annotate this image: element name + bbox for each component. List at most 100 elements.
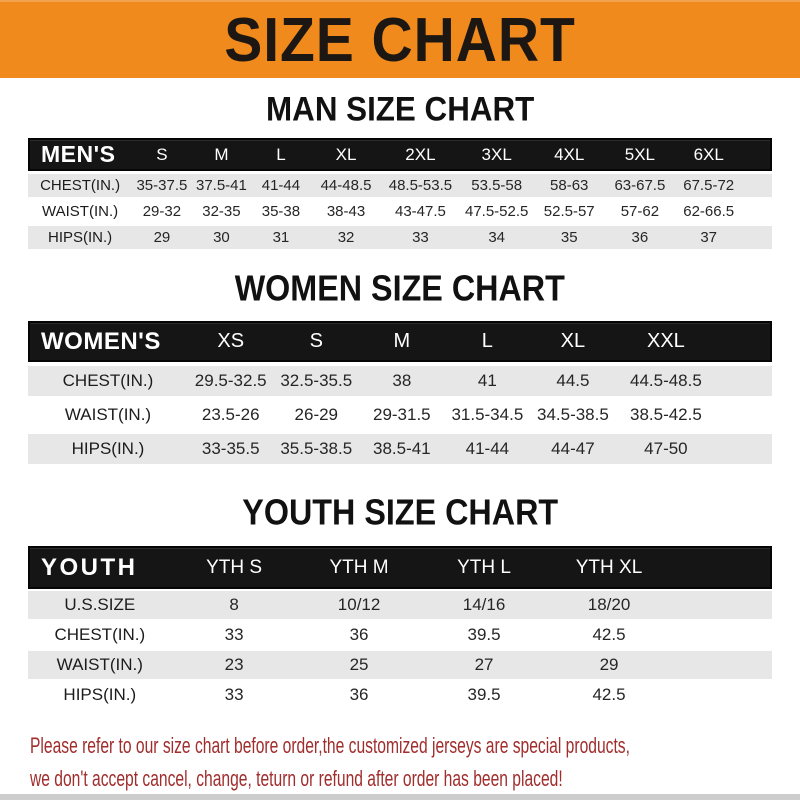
table-corner-label: MEN'S [41, 141, 116, 167]
table-cell: 42.5 [592, 685, 626, 704]
table-cell: 67.5-72 [683, 177, 735, 194]
table-cell: 36 [349, 625, 369, 644]
table-cell: 39.5 [467, 685, 501, 704]
table-cell: 29-32 [142, 203, 182, 220]
table-header-row: YOUTH YTH S YTH M YTH L YTH XL [28, 546, 772, 589]
table-cell: 33 [224, 625, 244, 644]
row-label: HIPS(IN.) [71, 439, 145, 458]
table-cell: 47-50 [644, 439, 688, 458]
youth-size-chart-section: YOUTH SIZE CHART YOUTH YTH S YTH M YTH L YTH… [0, 493, 800, 709]
table-cell: 63-67.5 [614, 177, 666, 194]
disclaimer-line-1: Please refer to our size chart before or… [30, 733, 630, 758]
table-cell: 38.5-42.5 [629, 405, 702, 424]
table-cell: 32.5-35.5 [280, 371, 353, 390]
column-header: L [276, 144, 286, 164]
table-cell: 62-66.5 [683, 203, 735, 220]
table-cell: 44-47 [551, 439, 595, 458]
table-cell: 29 [153, 229, 171, 246]
column-header: 3XL [481, 144, 512, 164]
column-header: 5XL [624, 144, 655, 164]
table-cell: 38 [392, 371, 412, 390]
table-cell: 35-37.5 [136, 177, 188, 194]
table-cell: 47.5-52.5 [464, 203, 529, 220]
column-header: XL [560, 330, 586, 352]
table-cell: 31 [272, 229, 290, 246]
column-header: L [481, 330, 493, 352]
table-cell: 39.5 [467, 625, 501, 644]
youth-size-table: YOUTH YTH S YTH M YTH L YTH XL U.S.SIZE 8 10/12… [28, 546, 772, 709]
table-cell: 29 [599, 655, 619, 674]
table-cell: 33-35.5 [201, 439, 260, 458]
man-section-heading-text: MAN SIZE CHART [265, 89, 535, 128]
table-cell: 57-62 [620, 203, 660, 220]
table-cell: 34 [488, 229, 506, 246]
men-size-table: MEN'S S M L XL 2XL 3XL 4XL 5XL 6XL CHEST(IN.) 35-37… [28, 138, 772, 249]
table-row: WAIST(IN.) 23 25 27 29 [28, 651, 772, 679]
table-row: WAIST(IN.) 29-32 32-35 35-38 38-43 43-47.5 47.… [28, 200, 772, 223]
table-cell: 35.5-38.5 [280, 439, 353, 458]
column-header: S [309, 330, 323, 352]
column-header: M [214, 144, 229, 164]
table-row: CHEST(IN.) 35-37.5 37.5-41 41-44 44-48.5 48.5… [28, 174, 772, 197]
column-header: 2XL [405, 144, 436, 164]
size-chart-title: SIZE CHART [224, 5, 576, 75]
table-cell: 41-44 [261, 177, 301, 194]
disclaimer-line-2: we don't accept cancel, change, teturn o… [30, 766, 563, 791]
size-chart-banner: SIZE CHART [0, 0, 800, 78]
table-row: HIPS(IN.) 33 36 39.5 42.5 [28, 681, 772, 709]
table-cell: 42.5 [592, 625, 626, 644]
table-cell: 33 [412, 229, 429, 246]
table-header-row: MEN'S S M L XL 2XL 3XL 4XL 5XL 6XL [28, 138, 772, 171]
column-header: XXL [647, 330, 685, 352]
women-section-heading: WOMEN SIZE CHART [0, 269, 800, 309]
table-cell: 18/20 [587, 595, 631, 614]
column-header: XS [217, 330, 245, 352]
table-cell: 23 [224, 655, 244, 674]
row-label: HIPS(IN.) [63, 685, 137, 704]
women-section-heading-text: WOMEN SIZE CHART [234, 269, 566, 309]
table-row: WAIST(IN.) 23.5-26 26-29 29-31.5 31.5-34.5 34… [28, 400, 772, 430]
column-header: XL [335, 144, 357, 164]
row-label: WAIST(IN.) [64, 405, 152, 424]
column-header: YTH S [206, 556, 263, 578]
table-cell: 32 [337, 229, 355, 246]
column-header: M [393, 330, 411, 352]
man-section-heading: MAN SIZE CHART [0, 89, 800, 128]
table-cell: 48.5-53.5 [388, 177, 453, 194]
table-cell: 38-43 [326, 203, 366, 220]
table-cell: 35-38 [261, 203, 301, 220]
table-cell: 26-29 [294, 405, 339, 424]
table-cell: 23.5-26 [201, 405, 260, 424]
table-cell: 44.5 [556, 371, 590, 390]
row-label: CHEST(IN.) [40, 177, 121, 194]
table-cell: 35 [560, 229, 578, 246]
table-cell: 44-48.5 [320, 177, 372, 194]
table-cell: 43-47.5 [394, 203, 446, 220]
table-cell: 37 [700, 229, 718, 246]
table-cell: 32-35 [202, 203, 241, 220]
women-size-table: WOMEN'S XS S M L XL XXL CHEST(IN.) 29.5-32.5 32.5… [28, 321, 772, 464]
bottom-edge-strip [0, 794, 800, 800]
row-label: CHEST(IN.) [54, 625, 146, 644]
row-label: U.S.SIZE [64, 595, 136, 614]
table-cell: 27 [474, 655, 494, 674]
table-row: U.S.SIZE 8 10/12 14/16 18/20 [28, 591, 772, 619]
column-header: YTH M [329, 556, 389, 578]
table-cell: 37.5-41 [195, 177, 247, 194]
table-cell: 44.5-48.5 [629, 371, 702, 390]
table-corner-label: WOMEN'S [41, 327, 161, 355]
column-header: YTH L [457, 556, 511, 578]
table-cell: 10/12 [337, 595, 381, 614]
row-label: CHEST(IN.) [62, 371, 154, 390]
table-row: HIPS(IN.) 33-35.5 35.5-38.5 38.5-41 41-44 44-… [28, 434, 772, 464]
table-cell: 38.5-41 [372, 439, 431, 458]
table-cell: 30 [213, 229, 230, 246]
women-size-chart-section: WOMEN SIZE CHART WOMEN'S XS S M L XL XXL CHEST(… [0, 269, 800, 464]
table-cell: 8 [229, 595, 239, 614]
table-cell: 52.5-57 [543, 203, 595, 220]
column-header: 6XL [693, 144, 724, 164]
table-cell: 29-31.5 [372, 405, 431, 424]
table-row: HIPS(IN.) 29 30 31 32 33 34 35 36 37 [28, 226, 772, 249]
table-cell: 36 [349, 685, 369, 704]
